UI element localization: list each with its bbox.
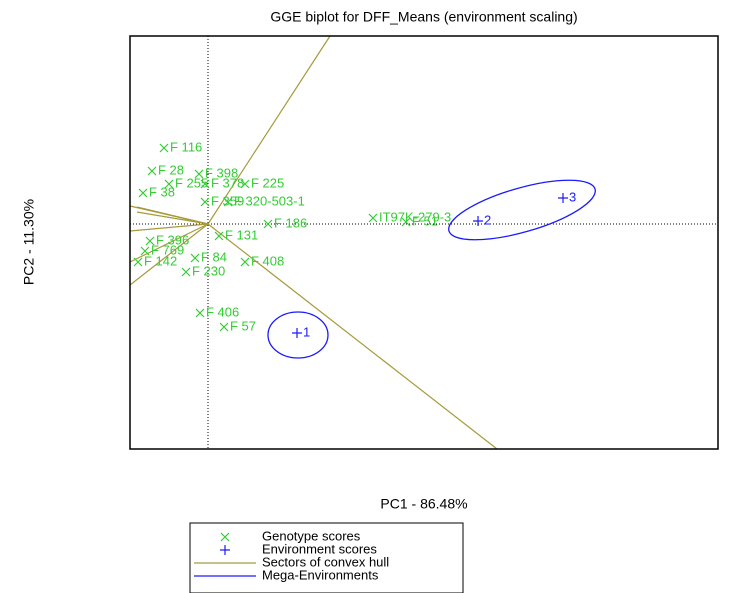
legend-box (189, 522, 464, 593)
chart-title: GGE biplot for DFF_Means (environment sc… (270, 9, 577, 25)
genotype-marker (200, 197, 210, 207)
sector-line (129, 205, 209, 225)
genotype-marker (164, 179, 174, 189)
genotype-marker (181, 267, 191, 277)
sector-line (136, 211, 209, 225)
genotype-marker (138, 188, 148, 198)
genotype-marker (147, 166, 157, 176)
plot-frame (129, 35, 719, 450)
genotype-label: F 396 (156, 232, 189, 247)
environment-marker (220, 545, 230, 555)
genotype-label: F 57 (230, 318, 256, 333)
genotype-marker (240, 257, 250, 267)
genotype-marker (140, 246, 150, 256)
sector-line (129, 223, 209, 232)
genotype-label: F 84 (201, 249, 227, 264)
genotype-label: F 38 (149, 184, 175, 199)
environment-label: 2 (484, 212, 491, 227)
environment-marker (558, 193, 568, 203)
genotype-marker (401, 217, 411, 227)
genotype-marker (159, 143, 169, 153)
genotype-label: F 51 (412, 213, 438, 228)
sector-line (207, 223, 498, 450)
genotype-marker (200, 179, 210, 189)
sector-line (207, 35, 331, 225)
genotype-label: F 116 (170, 139, 202, 154)
genotype-label: F 406 (206, 304, 239, 319)
genotype-marker (223, 197, 233, 207)
genotype-marker (240, 179, 250, 189)
environment-label: 3 (569, 189, 576, 204)
environment-marker (473, 216, 483, 226)
genotype-label: F 769 (151, 242, 184, 257)
genotype-marker (220, 532, 230, 542)
genotype-label: F 186 (274, 215, 307, 230)
legend-label: Genotype scores (262, 528, 361, 543)
genotype-label: F 255 (175, 175, 208, 190)
genotype-marker (263, 219, 273, 229)
genotype-label: F 131 (225, 227, 258, 242)
x-axis-label: PC1 - 86.48% (380, 496, 467, 512)
mega-environment (448, 179, 596, 241)
legend-label: Environment scores (262, 541, 377, 556)
genotype-label: F 230 (192, 263, 225, 278)
genotype-label: IT97K-279-3 (379, 209, 451, 224)
sector-line (129, 223, 209, 263)
genotype-label: F 142 (144, 253, 177, 268)
legend-label: Mega-Environments (262, 567, 379, 582)
genotype-marker (190, 253, 200, 263)
genotype-label: F 320-503-1 (234, 193, 305, 208)
genotype-marker (368, 213, 378, 223)
environment-label: 1 (303, 324, 310, 339)
genotype-marker (214, 231, 224, 241)
genotype-marker (219, 322, 229, 332)
y-axis-label: PC2 - 11.30% (21, 199, 37, 285)
genotype-label: F 408 (251, 253, 284, 268)
genotype-label: F 28 (158, 162, 184, 177)
genotype-marker (194, 169, 204, 179)
genotype-label: F 398 (205, 165, 238, 180)
legend-label: Sectors of convex hull (262, 554, 389, 569)
genotype-marker (195, 308, 205, 318)
genotype-label: F 378 (211, 175, 244, 190)
genotype-label: F 225 (251, 175, 284, 190)
environment-marker (292, 328, 302, 338)
genotype-marker (133, 257, 143, 267)
mega-environment (267, 311, 329, 359)
sector-line (129, 223, 209, 286)
genotype-marker (145, 236, 155, 246)
